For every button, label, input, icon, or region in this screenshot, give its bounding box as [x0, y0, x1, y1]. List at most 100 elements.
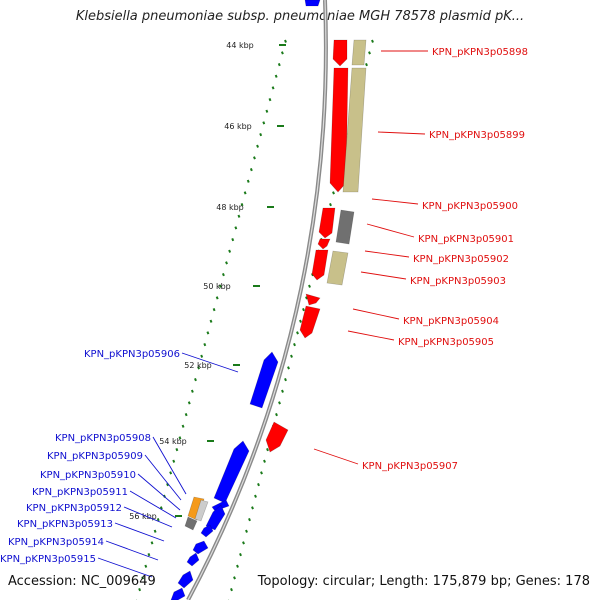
inner-tick-dot: [206, 331, 210, 335]
inner-tick-dot: [166, 482, 169, 487]
inner-tick-dot: [203, 342, 207, 347]
outer-tick-dot: [293, 342, 296, 347]
reverse-cds-feature: [205, 504, 226, 531]
gene-leader-line: [152, 436, 187, 495]
gene-label-reverse: KPN_pKPN3p05910: [40, 470, 136, 481]
outer-tick-dot: [263, 459, 266, 463]
inner-tick-dot: [274, 74, 278, 78]
gene-leader-line: [347, 330, 395, 341]
backbone-outer: [186, 0, 328, 600]
inner-tick-dot: [271, 86, 275, 90]
gene-leader-line: [144, 454, 182, 501]
inner-tick-dot: [197, 366, 201, 370]
scale-label: 44 kbp: [226, 41, 254, 50]
outer-tick-dot: [371, 39, 374, 43]
outer-tick-dot: [242, 541, 245, 545]
gene-leader-line: [181, 352, 239, 373]
scale-label: 56 kbp: [129, 512, 157, 521]
inner-tick-dot: [246, 179, 250, 183]
forward-cds-feature: [311, 249, 329, 281]
backbone-inner: [187, 0, 327, 600]
inner-tick-dot: [200, 354, 204, 358]
inner-tick-dot: [181, 424, 185, 428]
gene-label-forward: KPN_pKPN3p05900: [422, 201, 518, 212]
gene-label-reverse: KPN_pKPN3p05906: [84, 349, 180, 360]
inner-tick-dot: [225, 261, 228, 265]
inner-tick-dot: [156, 517, 160, 522]
gray-feature: [184, 516, 198, 531]
outer-tick-dot: [299, 319, 302, 323]
inner-tick-dot: [153, 529, 157, 533]
inner-tick-dot: [175, 447, 179, 452]
inner-tick-dot: [178, 436, 182, 440]
scale-label: 48 kbp: [216, 203, 244, 212]
forward-cds-feature: [332, 39, 348, 67]
outer-tick-dot: [332, 191, 335, 195]
inner-tick-dot: [147, 552, 151, 557]
gene-label-reverse: KPN_pKPN3p05911: [32, 487, 128, 498]
inner-tick-dot: [256, 144, 259, 148]
inner-tick-dot: [218, 284, 222, 288]
gene-leader-line: [129, 490, 177, 519]
gene-label-forward: KPN_pKPN3p05901: [418, 234, 514, 245]
reverse-cds-feature: [249, 351, 279, 409]
inner-tick-dot: [221, 272, 225, 277]
inner-tick-dot: [231, 237, 235, 242]
gene-label-forward: KPN_pKPN3p05904: [403, 316, 499, 327]
inner-tick-dot: [243, 191, 247, 195]
outer-tick-dot: [248, 517, 251, 522]
outer-tick-dot: [287, 366, 290, 370]
gene-label-reverse: KPN_pKPN3p05908: [55, 433, 151, 444]
inner-tick-dot: [262, 121, 266, 125]
inner-tick-dot: [209, 319, 213, 323]
forward-cds-feature: [299, 305, 321, 339]
topology-label: Topology: circular; Length: 175,879 bp; …: [257, 574, 590, 589]
gray-feature: [194, 499, 209, 522]
inner-tick-dot: [253, 156, 256, 160]
gray-feature: [335, 209, 355, 245]
outer-tick-dot: [236, 564, 239, 568]
outer-tick-dot: [281, 389, 284, 393]
scale-label: 50 kbp: [203, 282, 231, 291]
reverse-cds-feature: [177, 570, 194, 589]
reverse-cds-feature: [192, 540, 209, 555]
gene-leader-line: [313, 448, 359, 465]
feature-layer: [170, 0, 367, 600]
forward-cds-feature: [305, 293, 321, 306]
gene-label-forward: KPN_pKPN3p05903: [410, 276, 506, 287]
inner-tick-dot: [194, 377, 197, 382]
outer-tick-dot: [275, 412, 278, 417]
forward-cds-feature: [265, 421, 289, 453]
inner-tick-dot: [212, 307, 216, 312]
label-layer: 44 kbp 46 kbp 48 kbp 50 kbp 52 kbp 54 kbp 56 k…: [0, 41, 528, 578]
inner-tick-dot: [141, 576, 145, 580]
outer-tick-dot: [239, 552, 242, 557]
gene-label-reverse: KPN_pKPN3p05912: [26, 503, 122, 514]
forward-cds-feature: [329, 67, 349, 193]
gene-leader-line: [123, 506, 173, 528]
outer-tick-dot: [329, 202, 332, 207]
outer-tick-dot: [365, 62, 368, 67]
inner-tick-dot: [150, 541, 154, 545]
gene-leader-line: [366, 223, 415, 238]
reverse-cds-feature: [200, 524, 214, 538]
reverse-cds-feature: [304, 0, 321, 7]
inner-tick-dot: [284, 39, 287, 43]
inner-tick-dot: [249, 167, 253, 172]
inner-tick-dot: [172, 459, 176, 463]
gene-leader-line: [114, 522, 165, 542]
inner-tick-dot: [234, 226, 238, 230]
outer-tick-dot: [266, 447, 269, 452]
reverse-cds-feature: [213, 440, 250, 504]
inner-tick-dot: [265, 109, 269, 113]
inner-tick-dot: [187, 401, 191, 405]
outer-tick-dot: [290, 354, 293, 358]
reverse-cds-feature: [170, 587, 186, 600]
gene-label-forward: KPN_pKPN3p05898: [432, 47, 528, 58]
outer-tick-dot: [251, 506, 254, 510]
inner-tick-dot: [169, 471, 173, 475]
inner-tick-dot: [240, 202, 244, 207]
outer-tick-dot: [257, 482, 260, 487]
